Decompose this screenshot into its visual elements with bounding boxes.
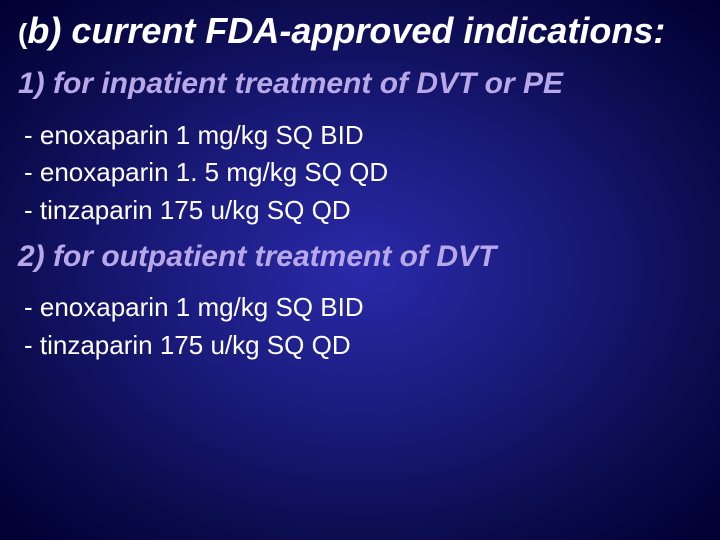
list-item: - enoxaparin 1 mg/kg SQ BID	[24, 289, 702, 327]
title-part1: b)	[27, 10, 61, 51]
section-2: 2) for outpatient treatment of DVT - eno…	[18, 238, 702, 365]
section-1: 1) for inpatient treatment of DVT or PE …	[18, 65, 702, 230]
title-paren: (	[18, 18, 27, 49]
section-2-heading: 2) for outpatient treatment of DVT	[18, 238, 702, 276]
list-item: - tinzaparin 175 u/kg SQ QD	[24, 192, 702, 230]
title-part2: current FDA-approved indications:	[61, 10, 665, 51]
list-item: - enoxaparin 1 mg/kg SQ BID	[24, 117, 702, 155]
section-1-heading: 1) for inpatient treatment of DVT or PE	[18, 65, 702, 103]
list-item: - tinzaparin 175 u/kg SQ QD	[24, 327, 702, 365]
list-item: - enoxaparin 1. 5 mg/kg SQ QD	[24, 154, 702, 192]
slide-title: (b) current FDA-approved indications:	[18, 8, 702, 53]
